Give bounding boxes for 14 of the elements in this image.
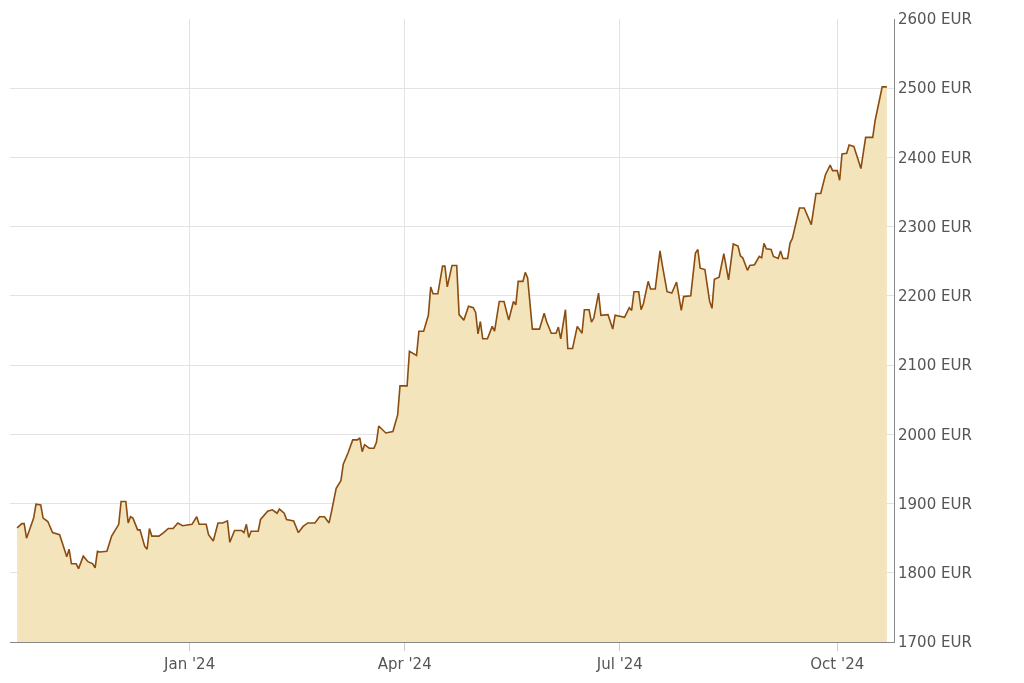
y-tick-label: 1800 EUR bbox=[898, 564, 972, 583]
y-tick-label: 2500 EUR bbox=[898, 79, 972, 98]
x-tick-label: Jan '24 bbox=[163, 655, 216, 673]
y-tick-label: 2300 EUR bbox=[898, 217, 972, 236]
y-tick-label: 2000 EUR bbox=[898, 425, 972, 444]
y-tick-label: 2400 EUR bbox=[898, 148, 972, 167]
y-tick-label: 2200 EUR bbox=[898, 287, 972, 306]
x-tick-label: Jul '24 bbox=[595, 655, 643, 673]
y-tick-label: 1900 EUR bbox=[898, 494, 972, 513]
y-tick-label: 2600 EUR bbox=[898, 10, 972, 29]
x-tick-label: Oct '24 bbox=[810, 655, 865, 673]
y-tick-label: 2100 EUR bbox=[898, 356, 972, 375]
y-tick-label: 1700 EUR bbox=[898, 633, 972, 652]
x-tick-label: Apr '24 bbox=[377, 655, 432, 673]
